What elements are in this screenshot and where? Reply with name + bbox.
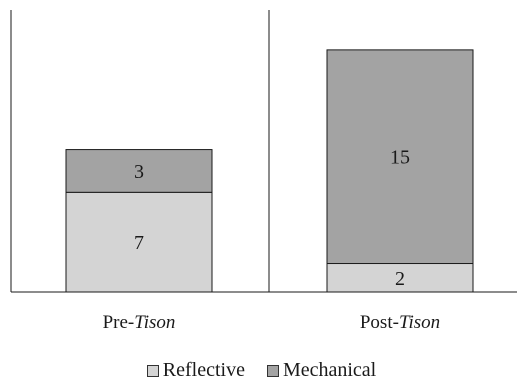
value-label-pre-tison-reflective: 7 (134, 232, 144, 254)
bar-pre-tison-reflective (65, 191, 213, 293)
legend-item-reflective: Reflective (146, 359, 245, 382)
bar-post-tison-reflective (326, 263, 474, 293)
bar-post-tison-mechanical (326, 49, 474, 265)
value-label-post-tison-reflective: 2 (395, 268, 405, 290)
bar-pre-tison-mechanical (65, 149, 213, 193)
legend-label-mechanical: Mechanical (282, 359, 377, 381)
legend-swatch-reflective (146, 364, 159, 377)
category-label-pre-tison: Pre-Tison (102, 312, 176, 333)
legend-swatch-mechanical (266, 364, 279, 377)
category-label-post-tison: Post-Tison (359, 312, 441, 333)
legend-item-mechanical: Mechanical (266, 359, 377, 382)
legend-label-reflective: Reflective (162, 359, 245, 381)
value-label-post-tison-mechanical: 15 (390, 147, 410, 169)
bars-group: 7 3 2 15 (65, 49, 474, 293)
value-label-pre-tison-mechanical: 3 (134, 161, 144, 183)
legend: Reflective Mechanical (0, 359, 523, 382)
